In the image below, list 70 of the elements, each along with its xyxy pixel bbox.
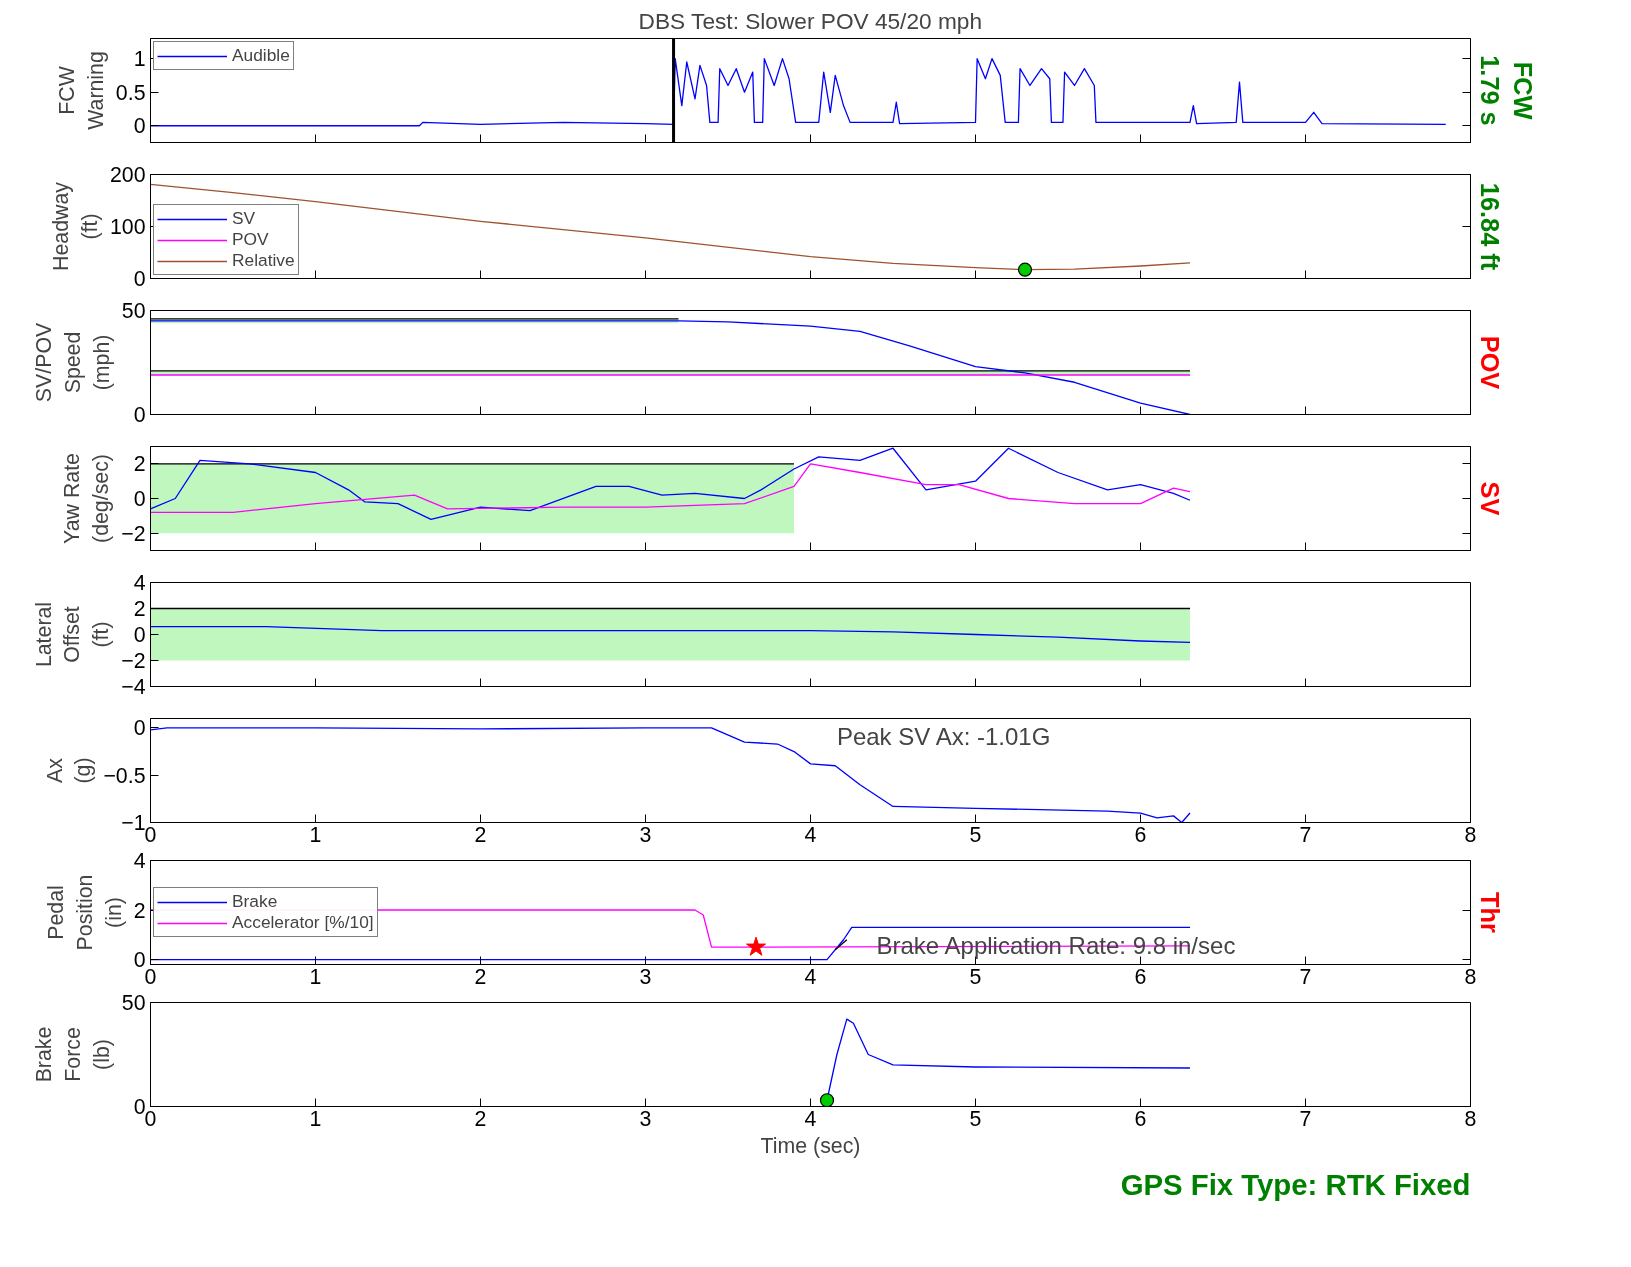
x-tick-label: 5 bbox=[969, 964, 982, 989]
y-tick-label: 1 bbox=[133, 47, 146, 72]
x-tick-label: 7 bbox=[1299, 822, 1312, 847]
x-tick-label: 7 bbox=[1299, 964, 1312, 989]
y2-axis-title: 16.84 ft bbox=[1475, 182, 1504, 271]
y-axis-title: Headway (ft) bbox=[49, 181, 102, 271]
x-tick-label: 3 bbox=[639, 964, 652, 989]
y-tick-label: 0 bbox=[133, 114, 146, 139]
y-axis-title: Ax (g) bbox=[42, 757, 96, 784]
y-tick-label: 50 bbox=[121, 299, 146, 323]
legend-label: SV bbox=[232, 208, 256, 229]
y-tick-label: 200 bbox=[109, 163, 146, 187]
y-tick-label: 0 bbox=[133, 948, 146, 973]
x-tick-label: 7 bbox=[1299, 1106, 1312, 1131]
x-tick-label: 8 bbox=[1464, 822, 1477, 847]
y-axis-title: Yaw Rate (deg/sec) bbox=[60, 453, 114, 544]
y-axis-title: Pedal Position (in) bbox=[44, 874, 126, 951]
x-tick-label: 2 bbox=[474, 964, 487, 989]
x-tick-label: 6 bbox=[1134, 1106, 1147, 1131]
y-tick-label: −0.5 bbox=[103, 763, 146, 788]
y-tick-label: −1 bbox=[121, 811, 146, 835]
y-tick-label: 100 bbox=[109, 215, 146, 239]
x-tick-label: 8 bbox=[1464, 1106, 1477, 1131]
y-axis-title: Lateral Offset (ft) bbox=[31, 601, 114, 668]
legend-label: Relative bbox=[232, 250, 295, 271]
x-tick-label: 3 bbox=[639, 822, 652, 847]
x-tick-label: 6 bbox=[1134, 822, 1147, 847]
legend-label: Audible bbox=[232, 45, 290, 66]
annotation: Peak SV Ax: -1.01G bbox=[836, 722, 1051, 750]
x-tick-label: 1 bbox=[309, 1106, 322, 1131]
y2-axis-title: Thr bbox=[1475, 892, 1504, 934]
x-tick-label: 3 bbox=[639, 1106, 652, 1131]
x-tick-label: 5 bbox=[969, 1106, 982, 1131]
y-tick-label: −2 bbox=[121, 521, 146, 546]
x-tick-label: 2 bbox=[474, 822, 487, 847]
y-tick-label: 0 bbox=[133, 487, 146, 511]
y2-axis-title: FCW 1.79 s bbox=[1475, 55, 1538, 126]
legend-label: Brake bbox=[232, 891, 278, 912]
x-tick-label: 4 bbox=[804, 964, 817, 989]
y-axis-title: SV/POV Speed (mph) bbox=[32, 322, 114, 403]
y2-axis-title: POV bbox=[1475, 335, 1504, 390]
y-axis-title: Brake Force (lb) bbox=[32, 1026, 114, 1083]
y-tick-label: 50 bbox=[121, 991, 146, 1015]
legend-label: POV bbox=[232, 229, 269, 250]
x-tick-label: 4 bbox=[804, 1106, 817, 1131]
y-tick-label: 4 bbox=[133, 849, 146, 873]
y-tick-label: 0 bbox=[133, 267, 146, 291]
legend-label: Accelerator [%/10] bbox=[232, 912, 374, 933]
y2-axis-title: SV bbox=[1475, 481, 1504, 516]
x-tick-label: 1 bbox=[309, 822, 322, 847]
y-tick-label: 2 bbox=[133, 452, 146, 477]
y-tick-label: 0 bbox=[133, 716, 146, 741]
text: GPS Fix Type: RTK Fixed bbox=[1120, 1167, 1471, 1201]
y-tick-label: −2 bbox=[121, 649, 146, 673]
y-tick-label: −4 bbox=[121, 675, 146, 699]
y-tick-label: 2 bbox=[133, 597, 146, 621]
x-tick-label: 5 bbox=[969, 822, 982, 847]
y-tick-label: 2 bbox=[133, 898, 146, 923]
y-tick-label: 0.5 bbox=[115, 80, 146, 105]
x-tick-label: 4 bbox=[804, 822, 817, 847]
x-axis-title: Time (sec) bbox=[760, 1133, 861, 1158]
chart-title: DBS Test: Slower POV 45/20 mph bbox=[638, 7, 982, 34]
y-tick-label: 0 bbox=[133, 623, 146, 647]
y-tick-label: 4 bbox=[133, 571, 146, 595]
x-tick-label: 6 bbox=[1134, 964, 1147, 989]
x-tick-label: 1 bbox=[309, 964, 322, 989]
y-axis-title: FCW Warning bbox=[55, 51, 108, 130]
x-tick-label: 8 bbox=[1464, 964, 1477, 989]
y-tick-label: 0 bbox=[133, 403, 146, 427]
x-tick-label: 2 bbox=[474, 1106, 487, 1131]
